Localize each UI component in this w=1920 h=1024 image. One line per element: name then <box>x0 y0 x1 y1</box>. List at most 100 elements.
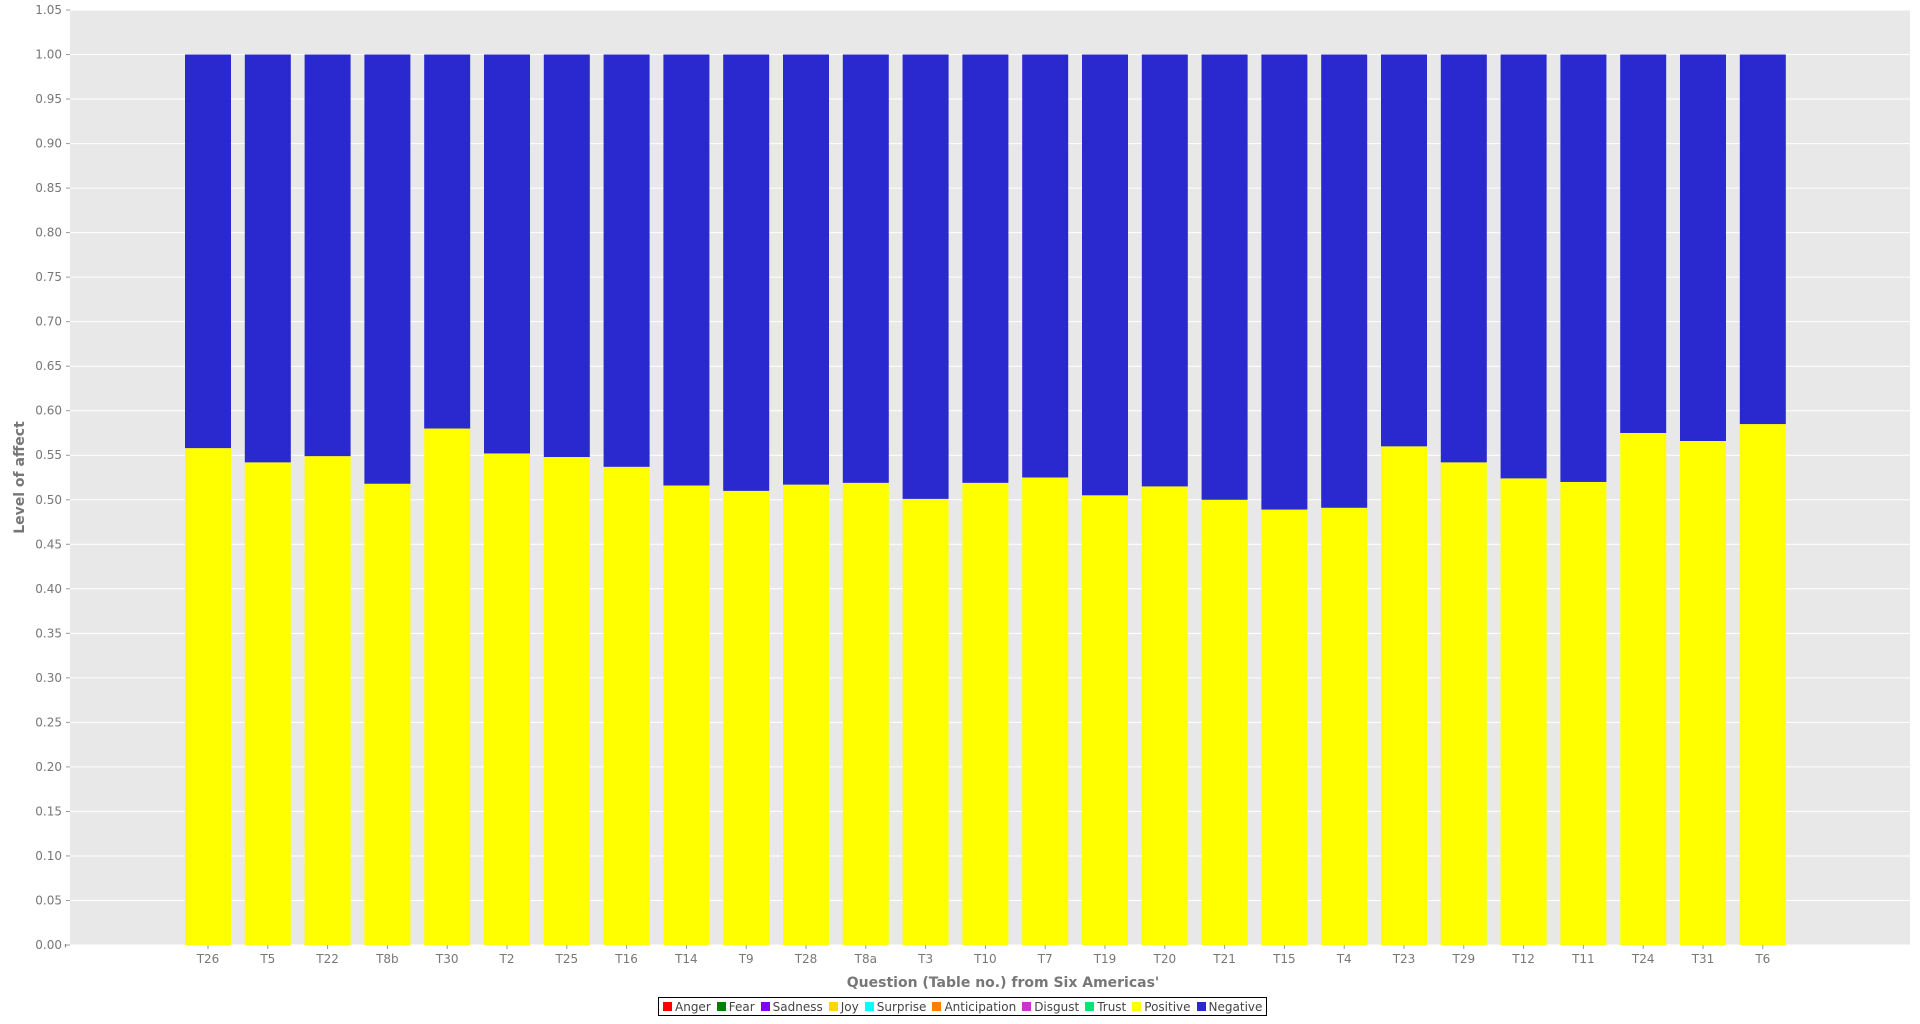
legend-item-sadness: Sadness <box>760 999 823 1014</box>
x-tick-label: T14 <box>674 952 698 966</box>
x-tick-label: T3 <box>917 952 933 966</box>
bar-positive-t16 <box>603 466 650 945</box>
x-tick-label: T29 <box>1451 952 1475 966</box>
bars <box>185 54 1786 946</box>
y-tick-label: 0.50 <box>35 493 62 507</box>
bar-positive-t9 <box>723 490 770 945</box>
bar-positive-t6 <box>1739 424 1786 946</box>
legend-label: Positive <box>1144 999 1191 1014</box>
bar-positive-t7 <box>1022 477 1069 945</box>
bar-negative-t5 <box>244 54 291 463</box>
legend-item-fear: Fear <box>716 1000 755 1014</box>
y-tick-label: 0.70 <box>35 315 62 329</box>
bar-negative-t23 <box>1381 54 1427 447</box>
bar-negative-t20 <box>1141 54 1188 487</box>
legend-item-negative: Negative <box>1196 999 1263 1014</box>
bar-negative-t25 <box>543 54 590 458</box>
x-tick-label: T6 <box>1754 952 1770 966</box>
bar-negative-t30 <box>424 54 471 429</box>
legend-item-disgust: Disgust <box>1022 1000 1079 1014</box>
legend: Anger Fear Sadness Joy Surprise Anticipation D… <box>658 997 1268 1016</box>
bar-negative-t19 <box>1082 54 1128 496</box>
legend-swatch <box>1196 1002 1206 1011</box>
legend-swatch <box>864 1002 874 1011</box>
bar-positive-t26 <box>185 448 231 945</box>
x-tick-label: T25 <box>554 952 578 966</box>
bar-negative-t9 <box>723 54 770 491</box>
bar-positive-t8b <box>364 483 411 945</box>
legend-item-surprise: Surprise <box>864 999 927 1014</box>
x-tick-label: T22 <box>315 952 339 966</box>
bar-positive-t21 <box>1201 499 1248 945</box>
bar-positive-t2 <box>484 453 530 945</box>
bar-negative-t31 <box>1680 54 1726 441</box>
bar-negative-t11 <box>1560 54 1607 482</box>
bar-positive-t4 <box>1321 507 1368 945</box>
x-tick-label: T15 <box>1272 952 1296 966</box>
x-tick-label-leading: ' <box>64 942 67 956</box>
legend-swatch <box>828 1002 838 1011</box>
y-tick-label: 0.10 <box>35 849 62 863</box>
legend-swatch <box>760 1002 770 1011</box>
y-tick-label: 0.35 <box>35 626 62 640</box>
y-tick-label: 0.40 <box>35 582 62 596</box>
y-tick-label: 0.80 <box>35 226 62 240</box>
x-tick-label: T8a <box>854 952 877 966</box>
y-tick-label: 0.75 <box>35 270 62 284</box>
bar-positive-t10 <box>962 482 1009 945</box>
legend-swatch <box>1085 1002 1095 1011</box>
legend-swatch <box>932 1002 942 1011</box>
y-tick-label: 0.15 <box>35 804 62 818</box>
bar-positive-t15 <box>1261 509 1308 945</box>
bar-positive-t20 <box>1141 486 1188 945</box>
x-tick-label: T11 <box>1571 952 1595 966</box>
legend-swatch <box>1132 1002 1142 1011</box>
bar-negative-t12 <box>1500 54 1547 479</box>
bar-positive-t12 <box>1500 478 1547 945</box>
y-axis-label: Level of affect <box>12 421 28 534</box>
bar-negative-t15 <box>1261 54 1308 510</box>
y-tick-label: 0.45 <box>35 537 62 551</box>
bar-negative-t29 <box>1440 54 1487 463</box>
legend-label: Negative <box>1208 999 1263 1014</box>
bar-positive-t14 <box>663 485 710 945</box>
legend-label: Anger <box>675 999 711 1014</box>
x-tick-label: T21 <box>1212 952 1236 966</box>
x-tick-label: T20 <box>1152 952 1176 966</box>
legend-swatch <box>1022 1002 1032 1011</box>
bar-positive-t23 <box>1381 446 1427 945</box>
bar-negative-t22 <box>304 54 351 457</box>
legend-item-anger: Anger <box>663 1000 711 1014</box>
x-tick-label: T9 <box>738 952 754 966</box>
y-tick-label: 0.85 <box>35 181 62 195</box>
x-tick-label: T24 <box>1631 952 1655 966</box>
x-tick-label: T7 <box>1037 952 1053 966</box>
y-axis-ticks: 0.00 0.05 0.10 0.15 0.20 0.25 0.30 0.35 0.40 0.45… <box>35 3 70 952</box>
bar-positive-t28 <box>783 484 829 945</box>
legend-item-joy: Joy <box>828 999 859 1014</box>
bar-negative-t16 <box>603 54 650 467</box>
legend-label: Joy <box>840 999 859 1014</box>
bar-positive-t22 <box>304 456 351 945</box>
y-tick-label: 0.05 <box>35 893 62 907</box>
bar-negative-t4 <box>1321 54 1368 508</box>
y-tick-label: 0.95 <box>35 92 62 106</box>
bar-positive-t24 <box>1620 432 1667 945</box>
legend-item-positive: Positive <box>1132 999 1191 1014</box>
bar-positive-t8a <box>842 482 889 945</box>
legend-label: Sadness <box>772 999 823 1014</box>
bar-negative-t28 <box>783 54 829 485</box>
x-tick-label: T23 <box>1392 952 1416 966</box>
y-tick-label: 0.60 <box>35 404 62 418</box>
y-tick-label: 1.05 <box>35 3 62 17</box>
legend-swatch <box>716 1002 726 1011</box>
bar-negative-t10 <box>962 54 1009 483</box>
bar-positive-t25 <box>543 457 590 945</box>
y-tick-label: 0.55 <box>35 448 62 462</box>
x-tick-label: T5 <box>259 952 275 966</box>
x-tick-label: T28 <box>794 952 818 966</box>
x-tick-label: T12 <box>1511 952 1535 966</box>
x-tick-label: T10 <box>973 952 997 966</box>
legend-label: Surprise <box>876 999 927 1014</box>
